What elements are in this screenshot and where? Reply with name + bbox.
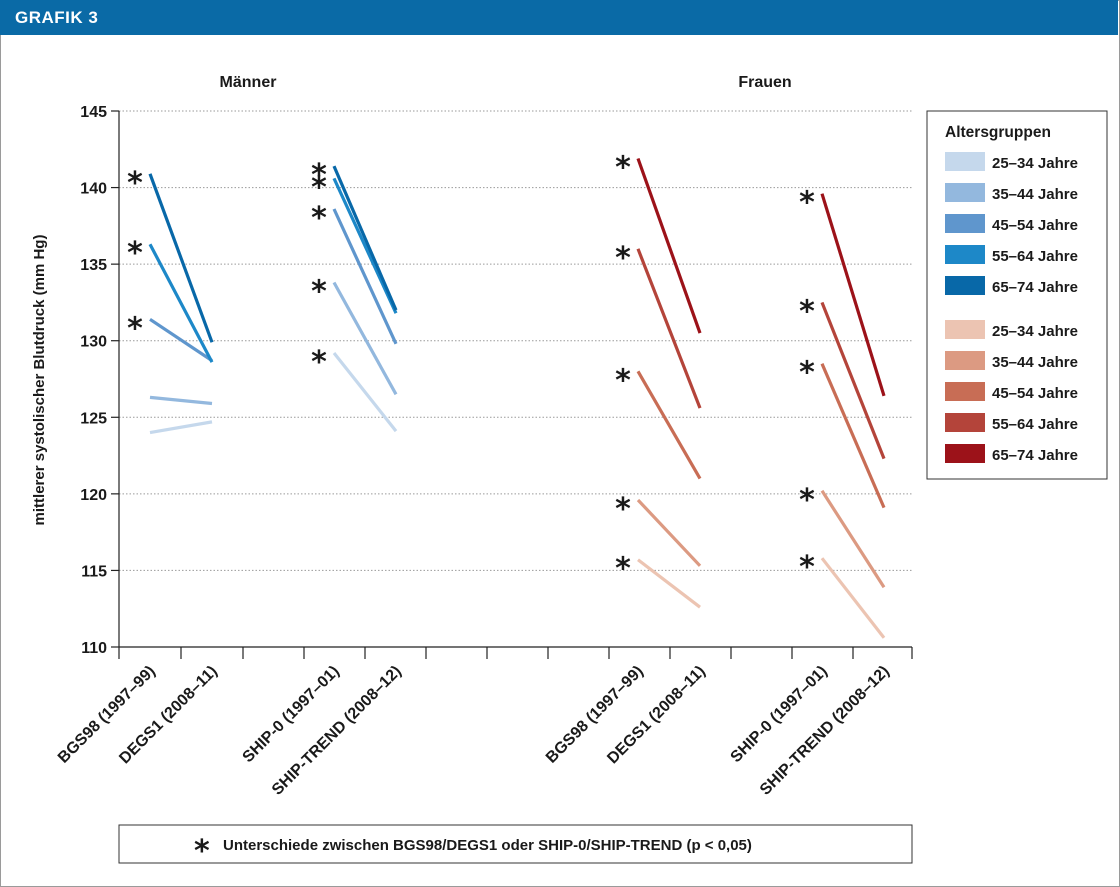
significance-star: * [127, 236, 143, 271]
series-lines [148, 157, 886, 639]
series-1-segment-0 [149, 395, 213, 406]
y-tick-label-140: 140 [80, 181, 107, 198]
legend-swatch-5 [945, 320, 985, 339]
footnote-star: * [194, 834, 210, 869]
legend-swatch-1 [945, 183, 985, 202]
y-tick-label-145: 145 [80, 104, 107, 121]
series-9-segment-0 [636, 157, 702, 334]
y-tick-label-110: 110 [81, 640, 107, 657]
significance-star: * [615, 150, 631, 185]
significance-star: * [799, 550, 815, 585]
significance-star: * [615, 363, 631, 398]
footnote-text: Unterschiede zwischen BGS98/DEGS1 oder S… [223, 837, 752, 854]
series-5-segment-1 [820, 557, 886, 639]
legend-swatch-4 [945, 276, 985, 295]
legend-label-1: 35–44 Jahre [992, 186, 1078, 203]
significance-star: * [127, 311, 143, 346]
series-7-segment-1 [820, 363, 886, 509]
legend-label-3: 55–64 Jahre [992, 248, 1078, 265]
legend-label-0: 25–34 Jahre [992, 155, 1078, 172]
y-tick-label-115: 115 [81, 563, 107, 580]
significance-star: * [311, 170, 327, 205]
series-6-segment-0 [636, 498, 702, 567]
significance-star: * [799, 483, 815, 518]
significance-star: * [799, 186, 815, 221]
legend-swatch-7 [945, 382, 985, 401]
significance-star: * [615, 492, 631, 527]
y-tick-label-125: 125 [80, 410, 107, 427]
legend-swatch-0 [945, 152, 985, 171]
figure-label: GRAFIK 3 [15, 8, 99, 27]
significance-star: * [311, 201, 327, 236]
legend-label-4: 65–74 Jahre [992, 279, 1078, 296]
figure-header-bar: GRAFIK 3 [0, 0, 1118, 35]
axes [111, 110, 913, 659]
legend-swatch-9 [945, 444, 985, 463]
legend-title: Altersgruppen [945, 124, 1051, 141]
series-8-segment-1 [820, 301, 886, 460]
significance-star: * [127, 166, 143, 201]
legend-swatch-2 [945, 214, 985, 233]
gridlines [119, 110, 912, 571]
y-tick-labels: 110 115 120 125 130 135 140 145 [80, 104, 107, 657]
significance-star: * [311, 345, 327, 380]
series-4-segment-1 [332, 165, 398, 311]
series-6-segment-1 [820, 489, 886, 589]
series-0-segment-0 [149, 420, 213, 435]
y-tick-label-135: 135 [80, 257, 107, 274]
footnote: * Unterschiede zwischen BGS98/DEGS1 oder… [118, 824, 913, 869]
significance-star: * [311, 158, 327, 193]
significance-star: * [311, 275, 327, 310]
series-9-segment-1 [820, 193, 886, 397]
legend-label-6: 35–44 Jahre [992, 354, 1078, 371]
x-tick-label-3: SHIP-TREND (2008–12) [269, 663, 405, 799]
x-tick-label-7: SHIP-TREND (2008–12) [757, 663, 893, 799]
panel-title-maenner: Männer [220, 74, 277, 91]
legend-swatch-3 [945, 245, 985, 264]
significance-star: * [615, 241, 631, 276]
y-tick-label-120: 120 [80, 487, 107, 504]
legend-label-7: 45–54 Jahre [992, 385, 1078, 402]
y-axis-title: mittlerer systolischer Blutdruck (mm Hg) [31, 235, 48, 526]
legend-label-2: 45–54 Jahre [992, 217, 1078, 234]
significance-markers: ******* ** ** ** ***** [127, 150, 815, 586]
significance-star: * [799, 356, 815, 391]
legend-swatch-8 [945, 413, 985, 432]
significance-star: * [615, 552, 631, 587]
series-3-segment-1 [332, 177, 398, 314]
significance-star: * [799, 294, 815, 329]
legend: Altersgruppen 25–34 Jahre 35–44 Jahre 45–5… [926, 110, 1108, 480]
series-7-segment-0 [636, 370, 702, 480]
series-5-segment-0 [637, 558, 701, 609]
legend-swatch-6 [945, 351, 985, 370]
legend-label-5: 25–34 Jahre [992, 323, 1078, 340]
series-8-segment-0 [636, 248, 702, 409]
series-2-segment-0 [149, 317, 213, 362]
series-1-segment-1 [332, 281, 398, 396]
footnote-box [118, 824, 913, 864]
x-tick-labels: BGS98 (1997–99)DEGS1 (2008–11) SHIP-0 (19… [55, 663, 893, 799]
series-0-segment-1 [332, 351, 398, 433]
series-2-segment-1 [332, 208, 398, 345]
y-tick-label-130: 130 [80, 334, 107, 351]
series-3-segment-0 [148, 243, 214, 363]
legend-label-8: 55–64 Jahre [992, 416, 1078, 433]
panel-title-frauen: Frauen [738, 74, 791, 91]
series-4-segment-0 [148, 173, 214, 343]
legend-label-9: 65–74 Jahre [992, 447, 1078, 464]
